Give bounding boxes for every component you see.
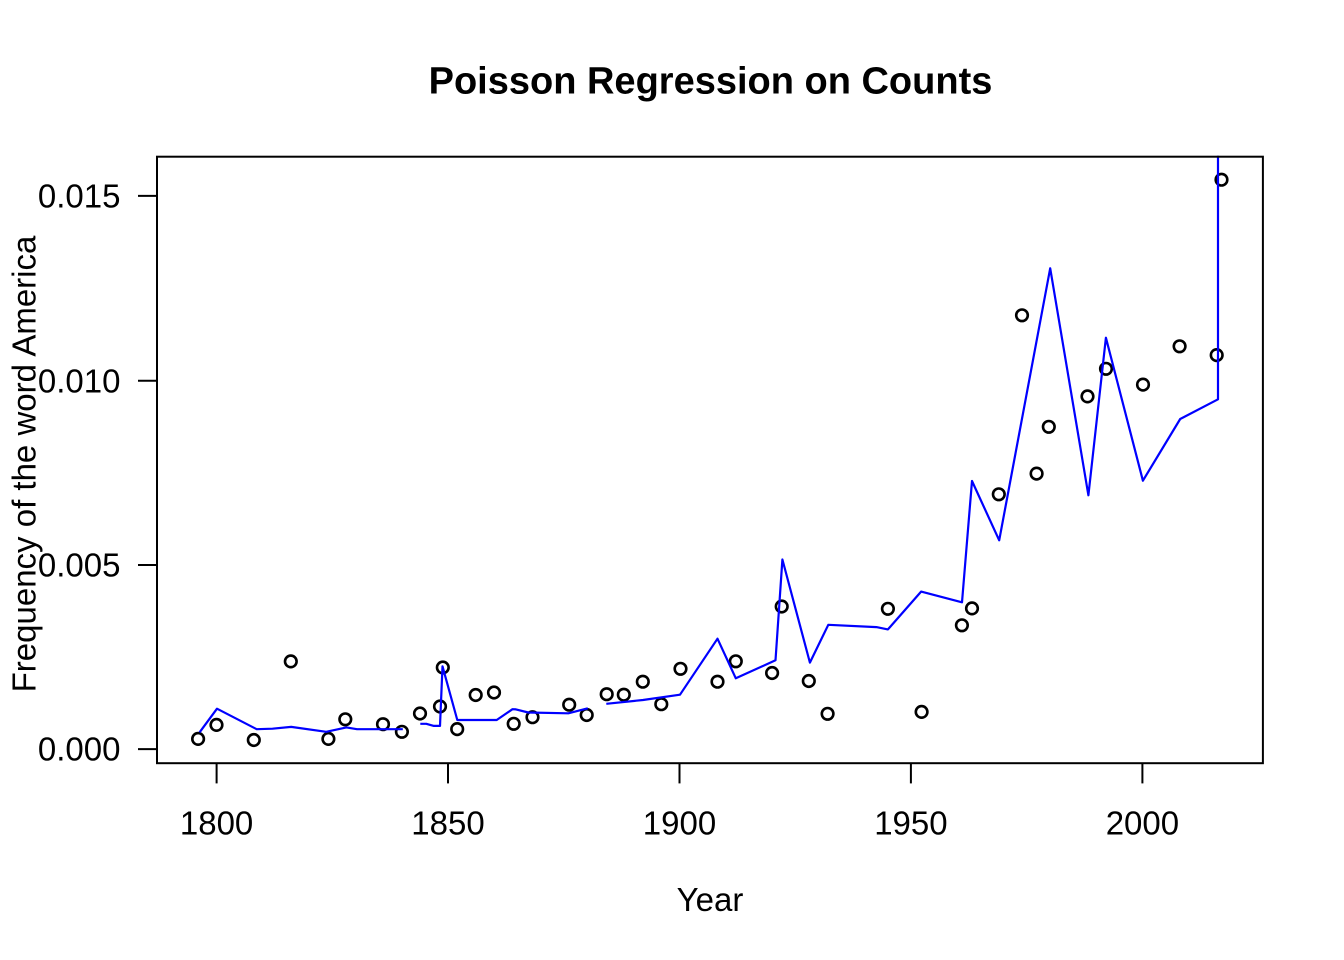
svg-text:Year: Year [677, 881, 744, 918]
svg-text:0.010: 0.010 [38, 362, 121, 399]
svg-text:0.015: 0.015 [38, 178, 121, 215]
svg-text:1900: 1900 [643, 804, 716, 841]
svg-text:1950: 1950 [874, 804, 947, 841]
svg-text:Frequency of the word America: Frequency of the word America [6, 235, 43, 692]
svg-text:0.005: 0.005 [38, 547, 121, 584]
svg-text:1850: 1850 [411, 804, 484, 841]
svg-text:2000: 2000 [1106, 804, 1179, 841]
svg-text:0.000: 0.000 [38, 731, 121, 768]
svg-text:1800: 1800 [180, 804, 253, 841]
svg-text:Poisson Regression on Counts: Poisson Regression on Counts [429, 61, 993, 103]
